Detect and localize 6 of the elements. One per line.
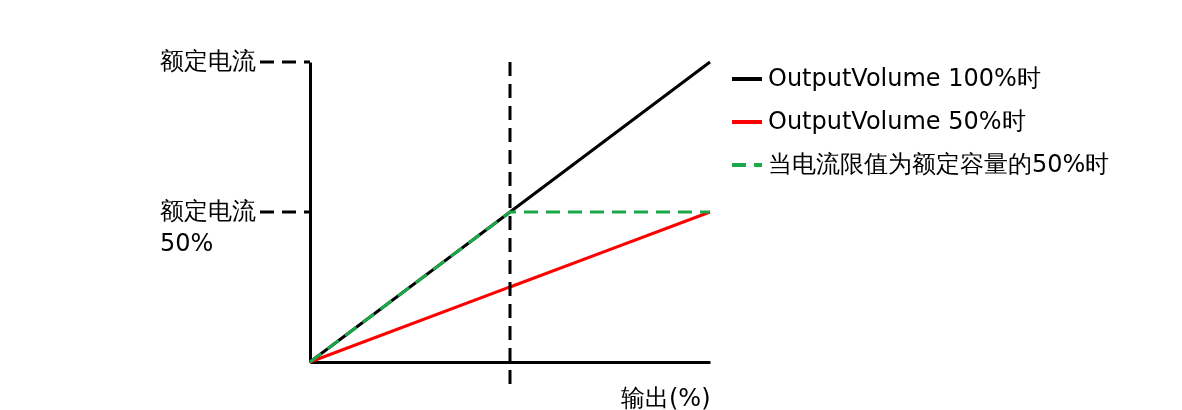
legend-label: OutputVolume 50%时 [768,107,1026,135]
legend-label: 当电流限值为额定容量的50%时 [768,150,1110,178]
x-axis-title: 输出(%) [620,383,711,410]
ref-line-label: 额定电流 50% [160,197,256,257]
ref-line-label: 额定电流 [160,47,256,75]
legend-label: OutputVolume 100%时 [768,64,1041,92]
